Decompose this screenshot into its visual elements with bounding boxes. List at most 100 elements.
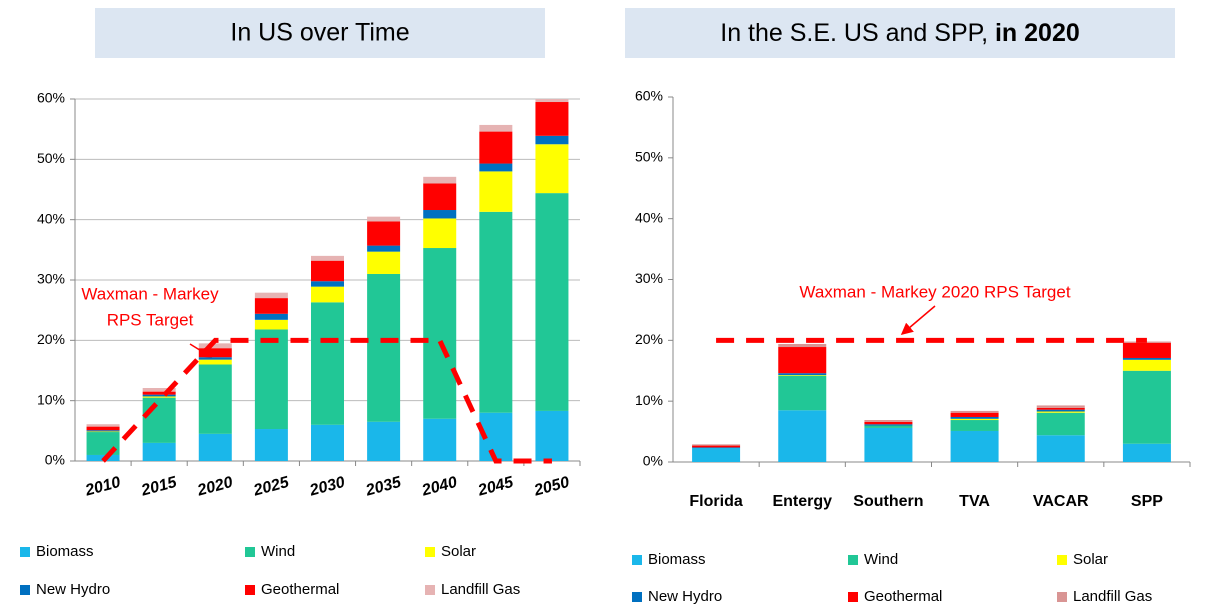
bar-segment (254, 429, 288, 461)
bar-segment (423, 218, 457, 249)
chart-title: In US over Time (230, 19, 409, 47)
bar-segment (142, 397, 176, 443)
legend-label: Geothermal (864, 588, 942, 605)
x-tick-label: Southern (853, 493, 923, 510)
annotation: Waxman - Markey 2020 RPS Target (799, 282, 1070, 301)
y-tick-label: 50% (37, 150, 65, 166)
bar-segment (692, 445, 741, 448)
bar-segment (254, 292, 288, 299)
bar-segment (950, 412, 999, 417)
bar-segment (311, 424, 344, 461)
x-tick-label: 2020 (195, 474, 235, 500)
bar-segment (1036, 411, 1085, 413)
legend-swatch (20, 547, 30, 557)
bar-segment (535, 102, 569, 136)
bar-segment (692, 448, 741, 462)
legend-label: Landfill Gas (441, 581, 520, 598)
legend-swatch (632, 592, 642, 602)
bar-segment (254, 298, 288, 314)
legend-label: Solar (1073, 551, 1108, 568)
legend-label: Solar (441, 543, 476, 560)
bar-segment (864, 421, 913, 425)
bar-segment (367, 216, 401, 222)
bar-segment (535, 193, 569, 411)
bar-segment (367, 421, 401, 461)
x-tick-label: 2025 (251, 474, 292, 500)
annotation-arrow (900, 305, 936, 335)
bar-segment (479, 211, 513, 413)
bar-segment (535, 410, 569, 461)
bar-segment (864, 424, 913, 426)
legend-label: New Hydro (36, 581, 110, 598)
y-tick-label: 60% (37, 90, 65, 106)
bar-segment (479, 171, 513, 212)
bar-segment (367, 245, 401, 252)
bar-segment (198, 343, 232, 349)
bar-segment (778, 410, 827, 462)
bar-segment (198, 357, 232, 360)
x-tick-label: 2035 (363, 474, 404, 500)
bar-segment (778, 347, 827, 374)
bar-segment (423, 183, 457, 211)
legend-label: New Hydro (648, 588, 722, 605)
x-tick-label: 2040 (419, 474, 459, 500)
legend-swatch (245, 547, 255, 557)
y-tick-label: 60% (635, 88, 663, 104)
annotation: RPS Target (107, 310, 194, 329)
bar-segment (367, 273, 401, 422)
bar-segment (142, 442, 176, 461)
y-tick-label: 40% (37, 210, 65, 226)
annotation: Waxman - Markey (81, 284, 219, 303)
bar-segment (254, 313, 288, 320)
legend-label: Geothermal (261, 581, 339, 598)
bar-segment (311, 255, 344, 261)
legend-swatch (848, 555, 858, 565)
bar-segment (142, 396, 176, 398)
legend-label: Biomass (36, 543, 94, 560)
y-tick-label: 0% (45, 452, 65, 468)
bar-segment (198, 364, 232, 434)
bar-segment (367, 221, 401, 246)
bar-segment (198, 433, 232, 461)
bar-segment (479, 131, 513, 164)
y-tick-label: 50% (635, 149, 663, 165)
bar-segment (535, 99, 569, 103)
bar-segment (311, 286, 344, 303)
bar-segment (950, 418, 999, 421)
y-tick-label: 40% (635, 209, 663, 225)
legend-label: Biomass (648, 551, 706, 568)
bar-segment (535, 144, 569, 194)
bar-segment (864, 427, 913, 462)
bar-segment (1122, 443, 1171, 462)
bar-segment (311, 302, 344, 425)
x-tick-label: 2030 (307, 474, 347, 500)
x-tick-label: 2050 (532, 474, 572, 500)
legend-label: Wind (864, 551, 898, 568)
bar-segment (198, 359, 232, 365)
bar-segment (479, 124, 513, 132)
bar-segment (1036, 409, 1085, 412)
x-tick-label: 2045 (475, 474, 516, 500)
bar-segment (423, 210, 457, 219)
y-tick-label: 30% (37, 271, 65, 287)
legend-swatch (1057, 555, 1067, 565)
bar-segment (142, 391, 176, 395)
bar-segment (1036, 407, 1085, 410)
bar-segment (950, 416, 999, 419)
y-tick-label: 0% (643, 453, 663, 469)
legend-swatch (848, 592, 858, 602)
bar-segment (254, 329, 288, 430)
legend-swatch (245, 585, 255, 595)
bar-segment (950, 410, 999, 413)
bar-segment (1036, 412, 1085, 436)
title-box (625, 8, 1175, 58)
legend-swatch (425, 585, 435, 595)
y-tick-label: 20% (37, 331, 65, 347)
legend-swatch (1057, 592, 1067, 602)
x-tick-label: Florida (689, 493, 742, 510)
target-line (101, 337, 552, 464)
bar-segment (1036, 435, 1085, 462)
bar-segment (423, 176, 457, 184)
y-tick-label: 10% (635, 392, 663, 408)
